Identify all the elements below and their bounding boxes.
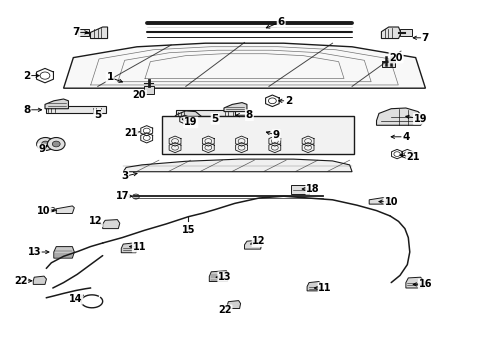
FancyBboxPatch shape [162, 116, 353, 154]
Text: 3: 3 [121, 171, 128, 181]
Text: 10: 10 [384, 197, 397, 207]
Text: 6: 6 [277, 17, 284, 27]
Text: 11: 11 [132, 242, 146, 252]
Polygon shape [306, 282, 322, 291]
FancyBboxPatch shape [46, 106, 105, 113]
Polygon shape [376, 108, 425, 125]
Text: 15: 15 [181, 225, 195, 235]
Polygon shape [33, 276, 46, 284]
Polygon shape [368, 197, 386, 204]
Text: 13: 13 [27, 247, 41, 257]
Text: 19: 19 [413, 114, 427, 124]
Text: 21: 21 [124, 128, 138, 138]
Polygon shape [102, 220, 120, 229]
Text: 10: 10 [37, 206, 51, 216]
Text: 7: 7 [421, 33, 428, 43]
FancyBboxPatch shape [175, 110, 235, 116]
Text: 5: 5 [94, 110, 101, 120]
Polygon shape [381, 27, 400, 39]
Text: 21: 21 [406, 152, 419, 162]
Polygon shape [227, 301, 240, 309]
Text: 22: 22 [218, 305, 231, 315]
Circle shape [267, 130, 273, 134]
Text: 22: 22 [14, 276, 27, 286]
Polygon shape [224, 103, 246, 112]
Text: 12: 12 [252, 236, 265, 246]
Text: 9: 9 [272, 130, 279, 140]
Polygon shape [54, 247, 74, 258]
Circle shape [37, 138, 54, 150]
Text: 8: 8 [245, 110, 252, 120]
Text: 2: 2 [23, 71, 30, 81]
Polygon shape [209, 271, 228, 282]
Polygon shape [56, 206, 74, 213]
Text: 8: 8 [23, 105, 30, 115]
Polygon shape [45, 99, 68, 109]
Text: 7: 7 [72, 27, 80, 37]
Text: 9: 9 [38, 144, 45, 154]
Circle shape [52, 141, 60, 147]
Text: 18: 18 [305, 184, 319, 194]
Text: 19: 19 [183, 117, 197, 127]
Text: 12: 12 [88, 216, 102, 226]
Polygon shape [121, 243, 137, 253]
Circle shape [41, 141, 49, 147]
Polygon shape [90, 27, 107, 39]
Text: 14: 14 [69, 294, 82, 304]
Circle shape [47, 138, 65, 150]
Text: 1: 1 [106, 72, 113, 82]
Text: 17: 17 [115, 191, 129, 201]
FancyBboxPatch shape [78, 29, 89, 36]
Text: 2: 2 [285, 96, 291, 106]
Polygon shape [63, 43, 425, 88]
Polygon shape [171, 111, 203, 123]
FancyBboxPatch shape [400, 29, 411, 36]
Text: 20: 20 [388, 53, 402, 63]
FancyBboxPatch shape [143, 86, 153, 94]
Polygon shape [123, 159, 351, 172]
FancyBboxPatch shape [381, 62, 394, 67]
Polygon shape [405, 277, 424, 288]
Text: 13: 13 [218, 272, 231, 282]
Circle shape [257, 130, 263, 134]
Text: 20: 20 [132, 90, 146, 100]
Circle shape [253, 127, 267, 138]
Text: 11: 11 [318, 283, 331, 293]
Text: 16: 16 [418, 279, 431, 289]
Text: 5: 5 [211, 114, 218, 124]
FancyBboxPatch shape [291, 185, 308, 194]
Circle shape [132, 194, 139, 199]
Circle shape [263, 127, 277, 138]
Text: 4: 4 [401, 132, 409, 142]
Polygon shape [244, 240, 261, 249]
